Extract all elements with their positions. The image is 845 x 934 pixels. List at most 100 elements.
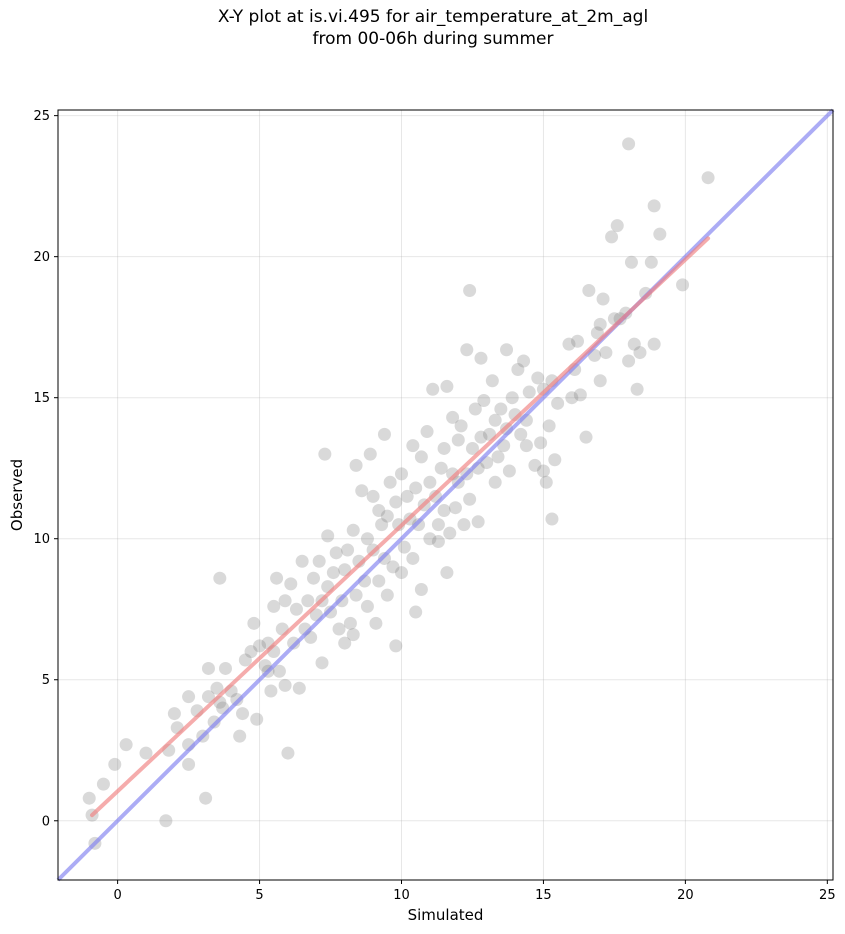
data-point bbox=[329, 546, 343, 560]
chart-title: X-Y plot at is.vi.495 for air_temperatur… bbox=[0, 6, 845, 50]
data-point bbox=[182, 757, 196, 771]
data-point bbox=[244, 645, 258, 659]
data-point bbox=[582, 284, 596, 298]
data-point bbox=[250, 712, 264, 726]
data-point bbox=[488, 475, 502, 489]
data-point bbox=[596, 292, 610, 306]
data-point bbox=[349, 458, 363, 472]
data-point bbox=[400, 489, 414, 503]
data-point bbox=[534, 436, 548, 450]
data-point bbox=[284, 577, 298, 591]
y-tick-label: 25 bbox=[33, 109, 50, 124]
data-point bbox=[406, 439, 420, 453]
data-point bbox=[375, 518, 389, 532]
data-point bbox=[210, 681, 224, 695]
x-tick-label: 20 bbox=[677, 888, 694, 903]
data-point bbox=[599, 346, 613, 360]
data-point bbox=[440, 566, 454, 580]
axis-ticks: 0 5 10 15 20 25 0 5 10 15 20 25 bbox=[33, 109, 835, 903]
data-point bbox=[377, 427, 391, 441]
data-point bbox=[159, 814, 173, 828]
data-point bbox=[485, 374, 499, 388]
identity-line bbox=[56, 108, 835, 882]
data-point bbox=[536, 464, 550, 478]
data-point bbox=[414, 450, 428, 464]
data-point bbox=[551, 396, 565, 410]
data-point bbox=[349, 588, 363, 602]
data-point bbox=[590, 326, 604, 340]
y-tick-label: 5 bbox=[42, 673, 50, 688]
data-point bbox=[593, 317, 607, 331]
data-point bbox=[457, 518, 471, 532]
data-point bbox=[292, 681, 306, 695]
data-point bbox=[463, 284, 477, 298]
data-point bbox=[360, 599, 374, 613]
data-point bbox=[593, 374, 607, 388]
data-point bbox=[514, 427, 528, 441]
data-point bbox=[437, 441, 451, 455]
data-point bbox=[389, 639, 403, 653]
data-point bbox=[182, 690, 196, 704]
x-tick-label: 5 bbox=[255, 888, 263, 903]
data-point bbox=[233, 729, 247, 743]
data-point bbox=[644, 255, 658, 269]
data-point bbox=[505, 391, 519, 405]
data-point bbox=[392, 518, 406, 532]
data-point bbox=[199, 791, 213, 805]
y-tick-label: 20 bbox=[33, 250, 50, 265]
data-points bbox=[82, 137, 715, 850]
data-point bbox=[488, 413, 502, 427]
data-point bbox=[247, 616, 261, 630]
data-point bbox=[272, 664, 286, 678]
data-point bbox=[355, 484, 369, 498]
data-point bbox=[474, 351, 488, 365]
data-point bbox=[494, 402, 508, 416]
data-point bbox=[491, 450, 505, 464]
data-point bbox=[451, 433, 465, 447]
data-point bbox=[341, 543, 355, 557]
data-point bbox=[624, 255, 638, 269]
data-point bbox=[389, 495, 403, 509]
chart-title-line1: X-Y plot at is.vi.495 for air_temperatur… bbox=[217, 7, 649, 27]
data-point bbox=[306, 571, 320, 585]
data-point bbox=[647, 199, 661, 213]
data-point bbox=[253, 639, 267, 653]
data-point bbox=[238, 653, 252, 667]
data-point bbox=[440, 379, 454, 393]
data-point bbox=[502, 464, 516, 478]
data-point bbox=[420, 425, 434, 439]
y-tick-label: 10 bbox=[33, 532, 50, 547]
data-point bbox=[201, 661, 215, 675]
data-point bbox=[465, 441, 479, 455]
data-point bbox=[332, 622, 346, 636]
y-axis-label: Observed bbox=[8, 459, 26, 531]
x-tick-label: 10 bbox=[393, 888, 410, 903]
data-point bbox=[630, 382, 644, 396]
data-point bbox=[474, 430, 488, 444]
data-point bbox=[468, 402, 482, 416]
data-point bbox=[312, 554, 326, 568]
data-point bbox=[267, 599, 281, 613]
data-point bbox=[82, 791, 96, 805]
data-point bbox=[454, 419, 468, 433]
data-point bbox=[434, 461, 448, 475]
y-tick-label: 0 bbox=[42, 814, 50, 829]
data-point bbox=[528, 458, 542, 472]
data-point bbox=[406, 551, 420, 565]
data-point bbox=[315, 656, 329, 670]
data-point bbox=[542, 419, 556, 433]
data-point bbox=[380, 588, 394, 602]
data-point bbox=[431, 518, 445, 532]
data-point bbox=[579, 430, 593, 444]
data-point bbox=[414, 582, 428, 596]
data-point bbox=[423, 475, 437, 489]
data-point bbox=[610, 219, 624, 233]
data-point bbox=[201, 690, 215, 704]
data-point bbox=[443, 526, 457, 540]
data-point bbox=[346, 523, 360, 537]
data-point bbox=[437, 504, 451, 518]
data-point bbox=[701, 171, 715, 185]
data-point bbox=[380, 509, 394, 523]
data-point bbox=[562, 337, 576, 351]
data-point bbox=[605, 230, 619, 244]
